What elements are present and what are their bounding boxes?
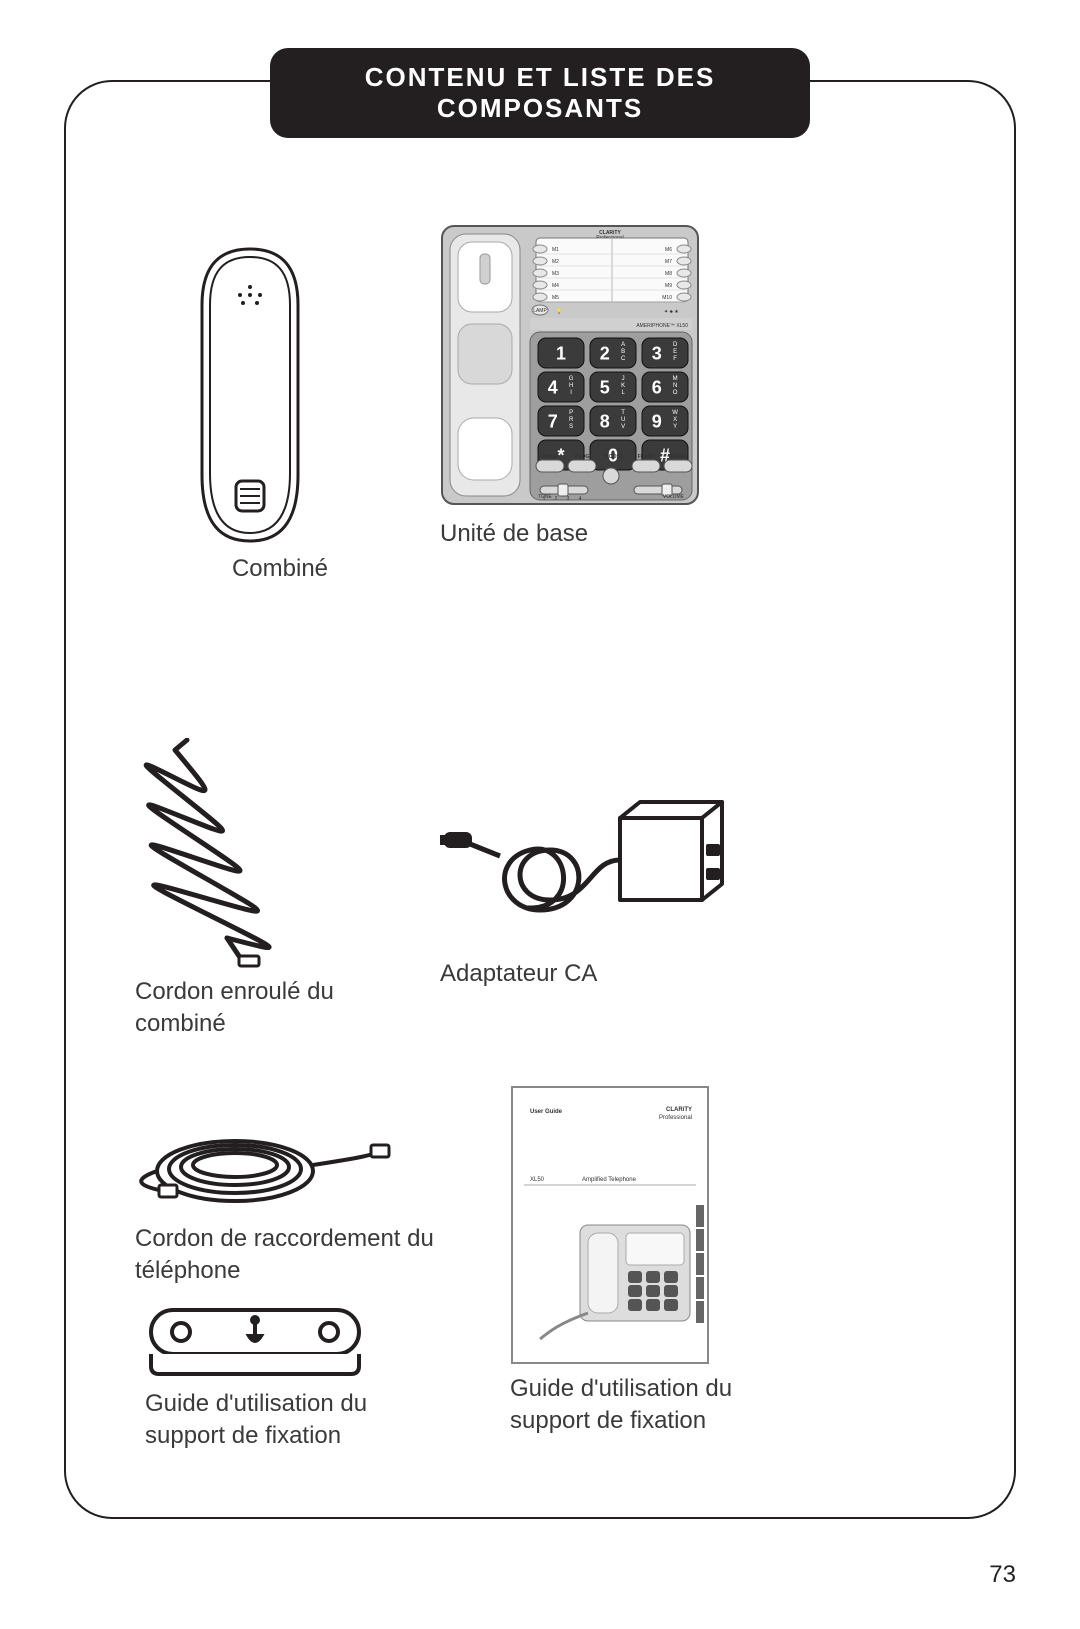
svg-text:S: S (569, 424, 573, 430)
svg-text:R: R (569, 417, 574, 423)
svg-text:D: D (673, 342, 678, 348)
svg-text:B: B (621, 349, 625, 355)
svg-text:HOLD: HOLD (543, 454, 558, 460)
svg-text:1: 1 (543, 496, 546, 502)
svg-text:W: W (672, 410, 678, 416)
svg-text:XL50: XL50 (530, 1177, 545, 1183)
svg-text:A: A (621, 342, 625, 348)
svg-text:N: N (673, 383, 677, 389)
component-coiled-cord: Cordon enroulé du combiné (135, 738, 395, 1041)
base-unit-caption: Unité de base (440, 518, 820, 550)
svg-text:6: 6 (652, 378, 662, 398)
user-guide-caption: Guide d'utilisation du support de fixati… (510, 1373, 810, 1438)
svg-text:PROG: PROG (575, 454, 590, 460)
svg-text:CLARiTY: CLARiTY (666, 1107, 692, 1113)
line-cord-illustration (135, 1115, 395, 1215)
svg-text:2: 2 (600, 344, 610, 364)
coiled-cord-caption: Cordon enroulé du combiné (135, 976, 395, 1041)
svg-text:X: X (673, 417, 677, 423)
component-base-unit: CLARiTY Professional M1M6M2M7M3M8M4M9M5M… (440, 220, 820, 550)
svg-text:8: 8 (600, 412, 610, 432)
svg-text:User Guide: User Guide (530, 1109, 563, 1115)
svg-text:REDIAL: REDIAL (669, 454, 688, 460)
svg-text:H: H (569, 383, 573, 389)
svg-text:4: 4 (548, 378, 558, 398)
handset-illustration (180, 245, 320, 545)
svg-text:4: 4 (579, 496, 582, 502)
coiled-cord-illustration (135, 738, 315, 968)
svg-text:Y: Y (673, 424, 677, 430)
svg-text:2: 2 (555, 496, 558, 502)
svg-text:1: 1 (556, 344, 566, 364)
svg-text:K: K (621, 383, 625, 389)
svg-text:M8: M8 (665, 271, 672, 277)
mounting-bracket-illustration (145, 1300, 365, 1380)
svg-text:M6: M6 (665, 247, 672, 253)
ac-adapter-illustration (440, 790, 740, 950)
svg-text:Amplified Telephone: Amplified Telephone (582, 1177, 637, 1183)
component-mounting-bracket: Guide d'utilisation du support de fixati… (145, 1300, 405, 1453)
page-number: 73 (989, 1561, 1016, 1589)
svg-text:💡: 💡 (556, 308, 562, 315)
handset-caption: Combiné (180, 553, 380, 585)
line-cord-caption: Cordon de raccordement du téléphone (135, 1223, 435, 1288)
ac-adapter-caption: Adaptateur CA (440, 958, 800, 990)
component-user-guide: User Guide CLARiTY Professional XL50 Amp… (510, 1085, 810, 1438)
user-guide-illustration: User Guide CLARiTY Professional XL50 Amp… (510, 1085, 710, 1365)
svg-text:F: F (673, 356, 677, 362)
svg-text:M4: M4 (552, 283, 559, 289)
svg-text:P: P (569, 410, 573, 416)
base-unit-illustration: CLARiTY Professional M1M6M2M7M3M8M4M9M5M… (440, 220, 700, 510)
svg-text:G: G (569, 376, 574, 382)
svg-text:E: E (673, 349, 677, 355)
svg-text:Professional: Professional (659, 1115, 692, 1121)
svg-text:M5: M5 (552, 295, 559, 301)
svg-text:AMERIPHONE™ XL50: AMERIPHONE™ XL50 (636, 323, 688, 329)
svg-text:J: J (622, 376, 625, 382)
svg-text:5: 5 (600, 378, 610, 398)
svg-text:C: C (621, 356, 626, 362)
svg-text:M10: M10 (662, 295, 672, 301)
mounting-bracket-caption: Guide d'utilisation du support de fixati… (145, 1388, 405, 1453)
svg-text:VOLUME: VOLUME (663, 494, 685, 500)
svg-text:9: 9 (652, 412, 662, 432)
component-line-cord: Cordon de raccordement du téléphone (135, 1115, 435, 1288)
svg-text:M3: M3 (552, 271, 559, 277)
svg-text:O: O (673, 390, 678, 396)
manual-page: CONTENU ET LISTE DES COMPOSANTS (0, 0, 1080, 1629)
component-handset: Combiné (180, 245, 380, 585)
svg-text:M1: M1 (552, 247, 559, 253)
svg-text:3: 3 (652, 344, 662, 364)
svg-text:M9: M9 (665, 283, 672, 289)
svg-text:U: U (621, 417, 625, 423)
svg-text:T: T (621, 410, 625, 416)
section-title-banner: CONTENU ET LISTE DES COMPOSANTS (270, 48, 810, 138)
svg-text:7: 7 (548, 412, 558, 432)
svg-text:M: M (673, 376, 678, 382)
svg-text:M2: M2 (552, 259, 559, 265)
component-ac-adapter: Adaptateur CA (440, 790, 800, 990)
svg-text:LAMP: LAMP (533, 308, 547, 314)
svg-text:FLASH: FLASH (638, 454, 655, 460)
svg-text:BOOST: BOOST (605, 454, 623, 460)
svg-text:M7: M7 (665, 259, 672, 265)
svg-text:✦ ♣ ★: ✦ ♣ ★ (664, 309, 679, 315)
svg-text:V: V (621, 424, 625, 430)
svg-text:3: 3 (567, 496, 570, 502)
